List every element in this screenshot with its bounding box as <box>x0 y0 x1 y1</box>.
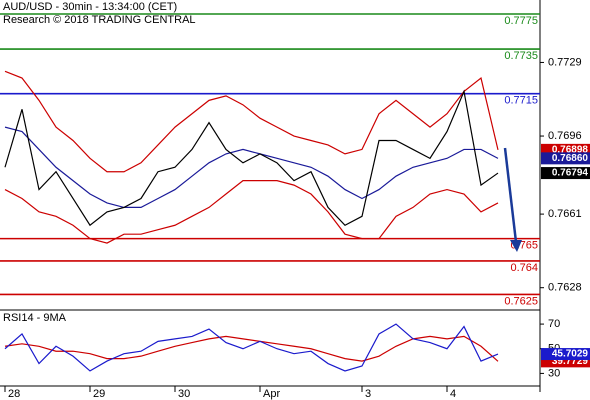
forecast-arrow-head <box>510 240 522 252</box>
series-line <box>4 180 499 244</box>
y-tick-label: 30 <box>548 367 560 379</box>
plot: 0.7729 0.7696 0.7661 0.7628 0.7775 0.7735 0.77… <box>0 13 590 400</box>
level-label: 0.764 <box>510 262 538 274</box>
x-tick-label: Apr <box>263 388 280 400</box>
y-tick-label: 0.7661 <box>548 208 582 220</box>
x-tick-label: 4 <box>450 388 456 400</box>
last-value-box <box>541 152 590 165</box>
series-line <box>4 323 499 372</box>
y-tick-label: 70 <box>548 318 560 330</box>
y-tick-label: 0.7696 <box>548 130 582 142</box>
x-tick-label: 29 <box>93 388 105 400</box>
forecast-arrow <box>503 147 518 243</box>
last-value-label: 39.7729 <box>552 356 589 367</box>
last-value-label: 0.76898 <box>552 145 589 156</box>
level-label: 0.7625 <box>504 295 538 307</box>
x-tick-label: 3 <box>365 388 371 400</box>
chart-title: AUD/USD - 30min - 13:34:00 (CET) <box>3 1 177 13</box>
last-value-box <box>541 167 590 180</box>
x-tick-label: 30 <box>178 388 190 400</box>
x-tick-label: 28 <box>8 388 20 400</box>
last-value-label: 45.7029 <box>552 349 589 360</box>
level-label: 0.7735 <box>504 50 538 62</box>
series-line <box>4 126 499 209</box>
last-value-label: 0.76860 <box>552 153 589 164</box>
series-line <box>4 89 499 227</box>
last-value-label: 0.76794 <box>552 168 589 179</box>
level-label: 0.7715 <box>504 95 538 107</box>
series-line <box>4 335 499 362</box>
level-label: 0.7775 <box>504 15 538 27</box>
last-value-box <box>541 348 590 361</box>
y-tick-label: 0.7729 <box>548 56 582 68</box>
rsi-title: RSI14 - 9MA <box>3 312 67 324</box>
y-tick-label: 0.7628 <box>548 282 582 294</box>
series-line <box>4 70 499 173</box>
chart-subtitle: Research © 2018 TRADING CENTRAL <box>3 14 196 26</box>
